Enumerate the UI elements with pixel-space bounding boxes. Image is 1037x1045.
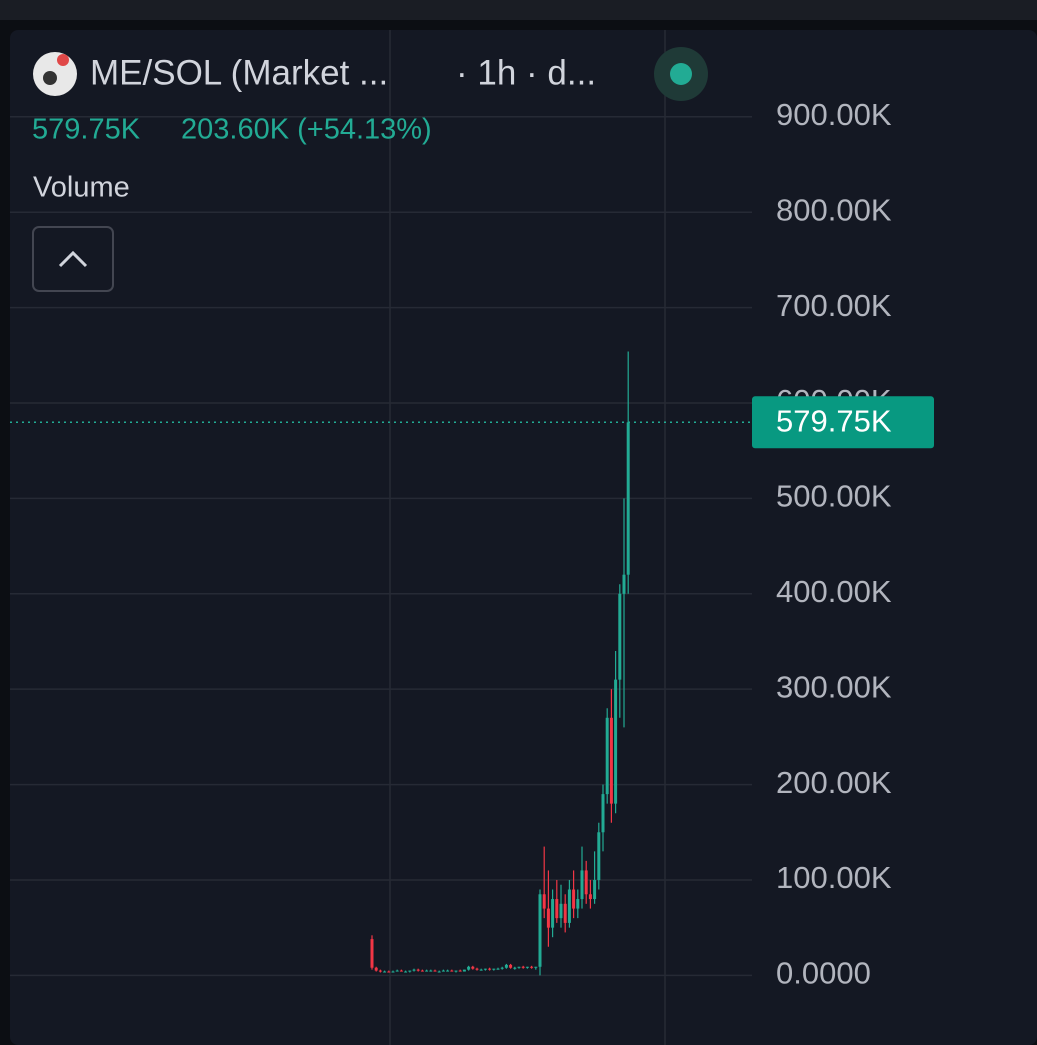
candle-body bbox=[446, 970, 450, 972]
candle-body bbox=[525, 966, 529, 968]
logo-detail bbox=[43, 71, 57, 85]
candle-body bbox=[530, 966, 534, 968]
candle-body bbox=[521, 966, 525, 968]
candle-body bbox=[429, 970, 433, 972]
candle-body bbox=[614, 679, 618, 804]
candle-body bbox=[488, 968, 492, 970]
candle-body bbox=[584, 870, 588, 895]
candle-body bbox=[576, 899, 580, 909]
candle-body bbox=[437, 971, 441, 973]
candle-body bbox=[609, 717, 613, 804]
candle-body bbox=[412, 969, 416, 971]
candle-body bbox=[500, 967, 504, 969]
candle-body bbox=[492, 968, 496, 970]
candle-body bbox=[416, 969, 420, 971]
candle-body bbox=[542, 894, 546, 909]
chevron-icon bbox=[58, 250, 88, 268]
candle-body bbox=[567, 889, 571, 923]
y-tick-label: 400.00K bbox=[776, 574, 892, 609]
y-tick-label: 100.00K bbox=[776, 860, 892, 895]
candle-body bbox=[601, 794, 605, 833]
last-price-badge bbox=[752, 396, 934, 449]
candle-body bbox=[483, 968, 487, 970]
y-tick-label: 300.00K bbox=[776, 669, 892, 704]
indicator-label: Volume bbox=[33, 172, 130, 204]
candle-body bbox=[622, 574, 626, 594]
y-tick-label: 800.00K bbox=[776, 192, 892, 227]
candle-body bbox=[425, 970, 429, 972]
candle-body bbox=[618, 593, 622, 680]
top-strip bbox=[0, 0, 1037, 20]
candle-body bbox=[563, 903, 567, 923]
y-tick-label: 200.00K bbox=[776, 765, 892, 800]
candle-body bbox=[383, 971, 387, 973]
candle-body bbox=[399, 970, 403, 972]
candle-body bbox=[391, 971, 395, 973]
y-tick-label: 500.00K bbox=[776, 479, 892, 514]
candle-body bbox=[509, 964, 513, 968]
candle-body bbox=[588, 894, 592, 900]
legend-header: ME/SOL (Market ... · 1h · d... 579.75K 2… bbox=[32, 47, 708, 292]
candle-body bbox=[370, 939, 374, 968]
interval: · 1h · d... bbox=[456, 53, 596, 92]
candle-body bbox=[408, 970, 412, 972]
last-price-label: 579.75K bbox=[776, 403, 892, 438]
plot bbox=[370, 351, 630, 976]
status-dot bbox=[670, 63, 692, 85]
candle-body bbox=[597, 832, 601, 880]
candle-body bbox=[374, 967, 378, 971]
candle-body bbox=[626, 422, 630, 575]
candle-body bbox=[513, 967, 517, 969]
candle-body bbox=[454, 970, 458, 972]
candle-body bbox=[546, 908, 550, 928]
y-tick-label: 900.00K bbox=[776, 97, 892, 132]
symbol-title: ME/SOL (Market ... bbox=[90, 53, 388, 92]
candle-body bbox=[538, 894, 542, 967]
candle-body bbox=[517, 966, 521, 968]
price-change: 203.60K (+54.13%) bbox=[181, 114, 432, 146]
candle-body bbox=[572, 889, 576, 909]
y-tick-label: 700.00K bbox=[776, 288, 892, 323]
candle-body bbox=[378, 970, 382, 972]
candle-body bbox=[404, 971, 408, 973]
candle-body bbox=[450, 970, 454, 972]
price-badge-group: 579.75K bbox=[10, 396, 934, 449]
y-tick-label: 0.0000 bbox=[776, 956, 871, 991]
candle-body bbox=[559, 903, 563, 919]
candle-body bbox=[395, 970, 399, 972]
candle-body bbox=[433, 970, 437, 972]
logo-detail bbox=[57, 54, 69, 66]
candle-body bbox=[534, 966, 538, 968]
candle-body bbox=[593, 879, 597, 900]
collapse-button[interactable] bbox=[32, 226, 114, 292]
candle-body bbox=[441, 970, 445, 972]
candle-body bbox=[475, 968, 479, 970]
candle-body bbox=[420, 970, 424, 972]
candle-body bbox=[387, 971, 391, 973]
candle-body bbox=[551, 899, 555, 928]
candle-body bbox=[458, 970, 462, 972]
candle-body bbox=[471, 966, 475, 969]
candle-body bbox=[580, 870, 584, 900]
chart-panel bbox=[10, 30, 1037, 1045]
candle-body bbox=[496, 968, 500, 970]
candle-body bbox=[462, 969, 466, 972]
candle-body bbox=[605, 717, 609, 795]
candle-body bbox=[555, 899, 559, 919]
last-price: 579.75K bbox=[32, 114, 141, 146]
candle-body bbox=[479, 969, 483, 971]
candle-body bbox=[504, 964, 508, 968]
candle-body bbox=[467, 966, 471, 970]
